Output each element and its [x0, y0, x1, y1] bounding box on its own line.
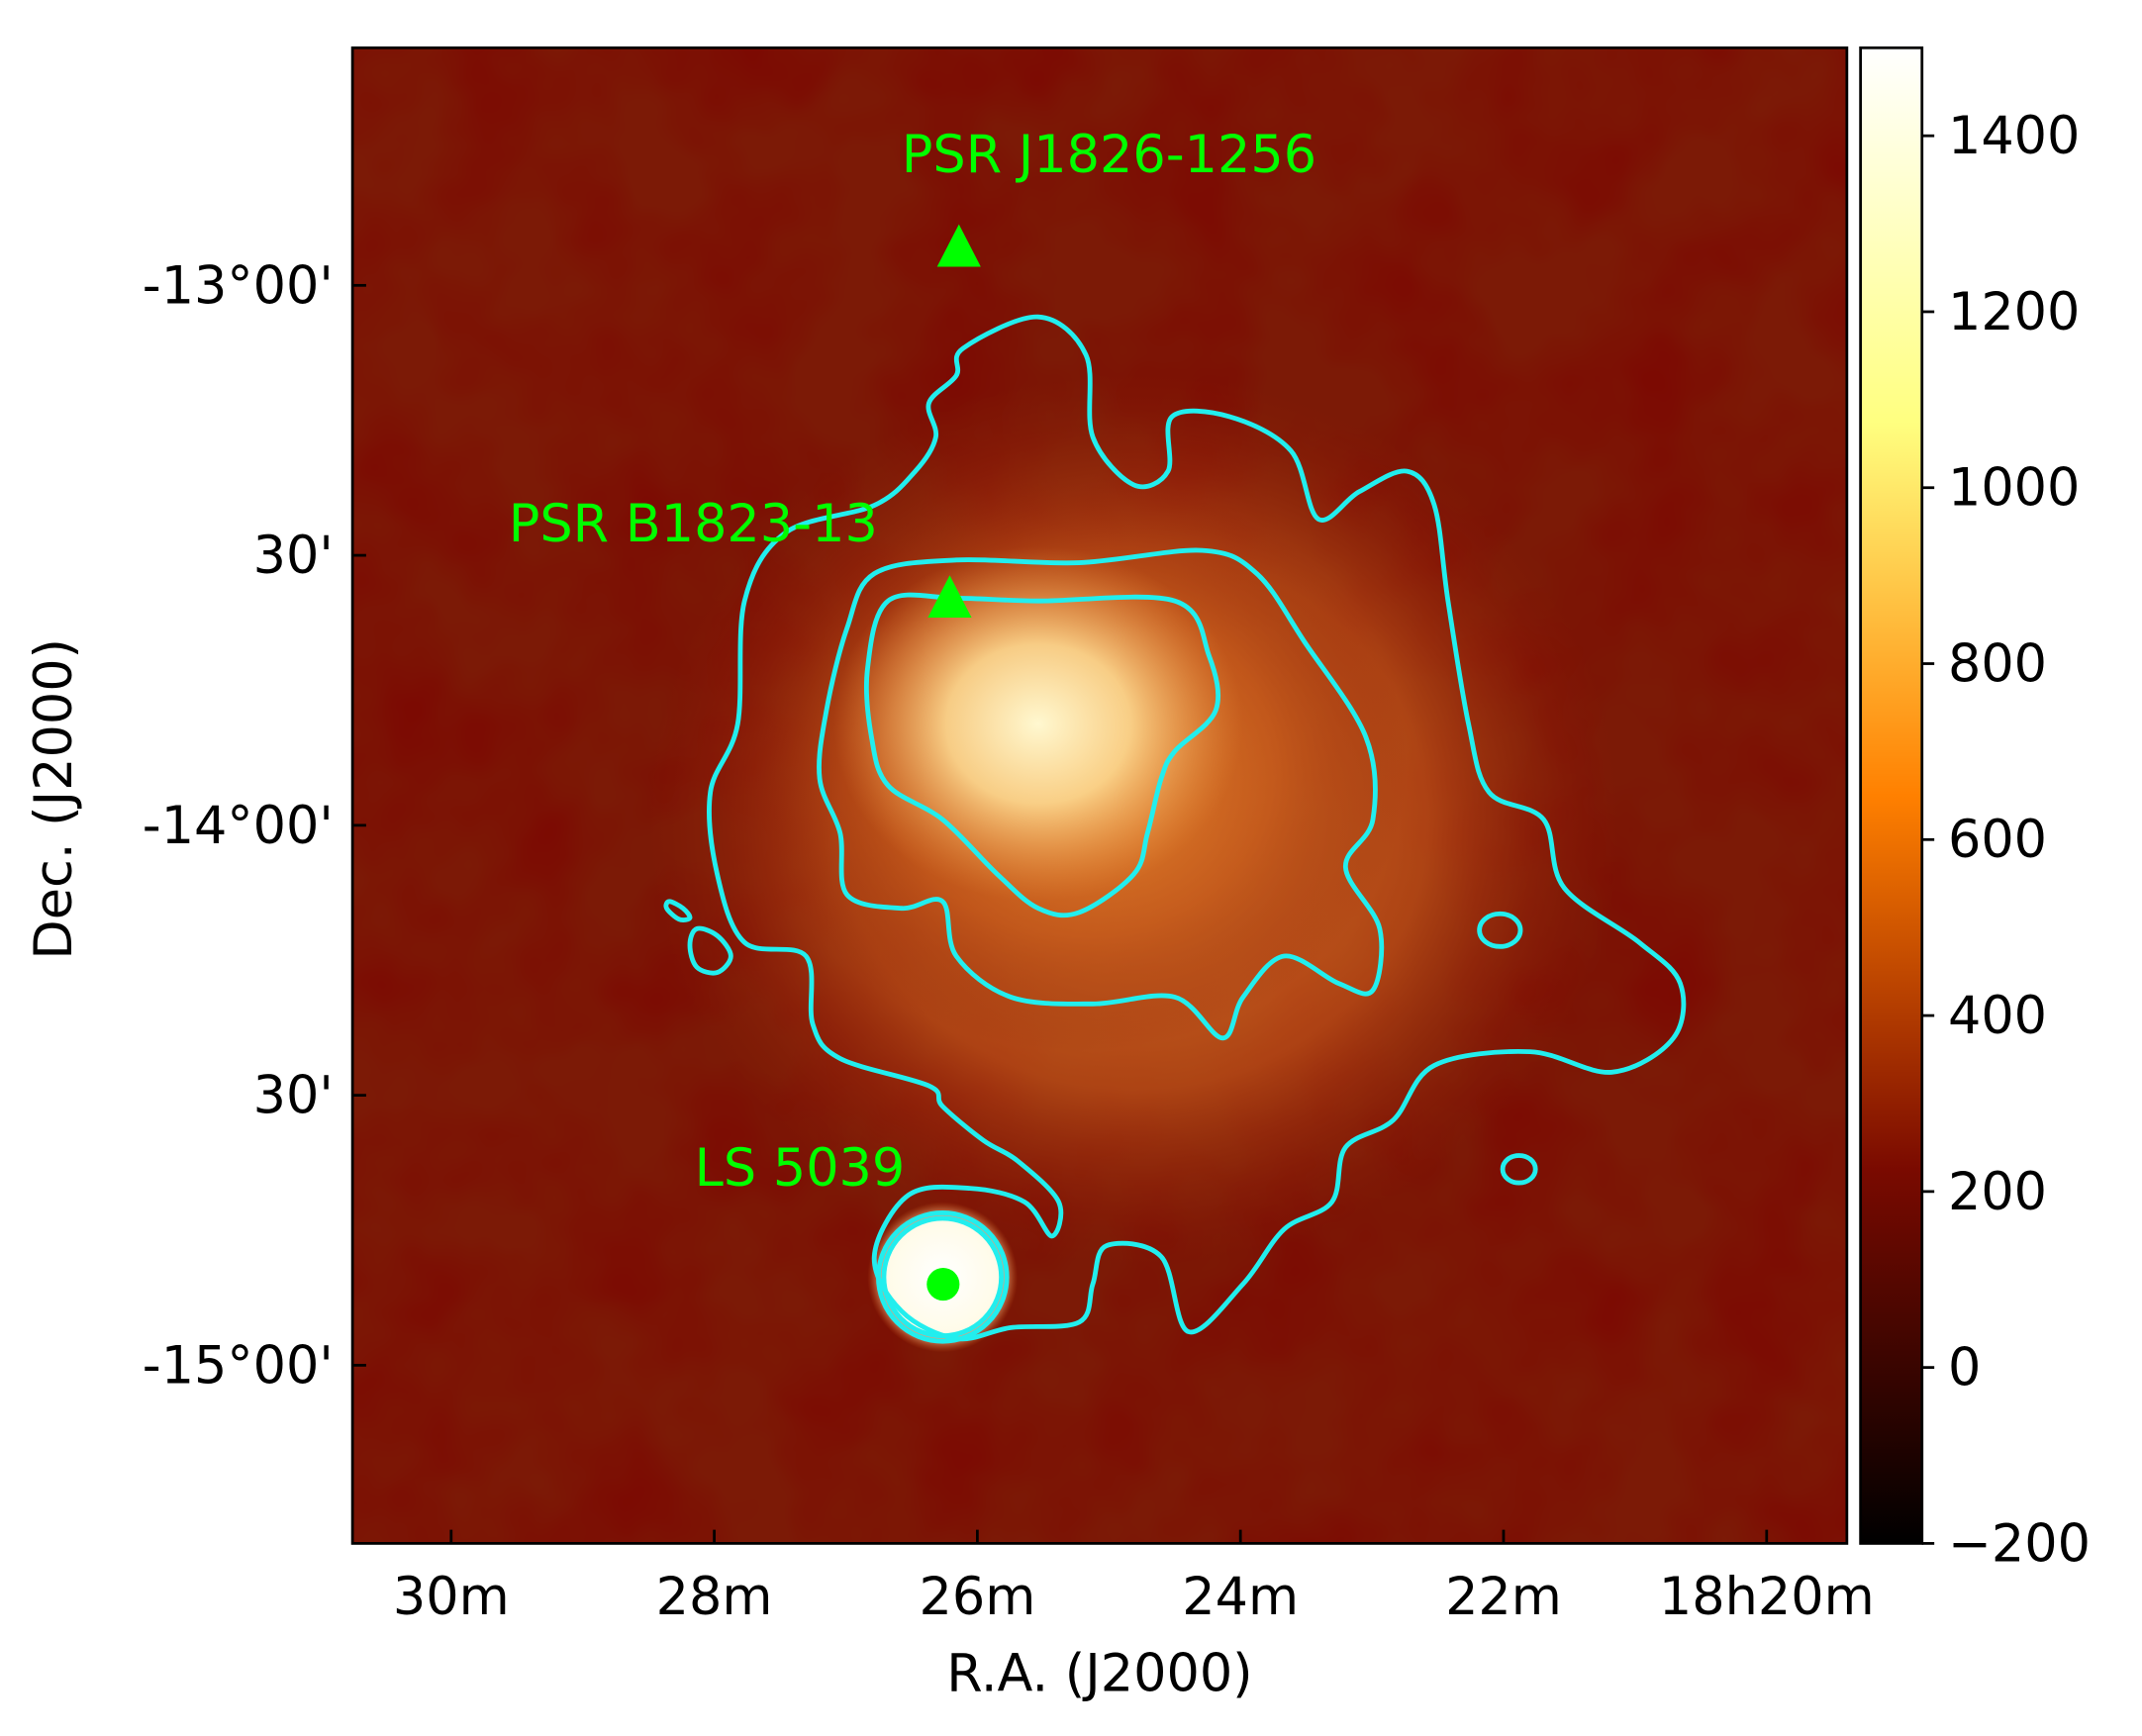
x-tick-label: 22m — [1445, 1567, 1562, 1627]
contour — [1500, 1153, 1538, 1186]
colorbar-tick-label: 200 — [1948, 1162, 2047, 1222]
colorbar-tick-label: 400 — [1948, 986, 2047, 1046]
y-tick-label: -15°00' — [143, 1335, 334, 1396]
source-label: PSR J1826-1256 — [902, 125, 1316, 185]
contour — [863, 592, 1221, 918]
colorbar — [1859, 46, 1924, 1545]
x-tick-label: 24m — [1182, 1567, 1299, 1627]
contour — [663, 899, 693, 922]
y-axis-label: Dec. (J2000) — [24, 638, 84, 960]
y-tick-label: 30' — [253, 526, 334, 586]
x-tick-label: 18h20m — [1659, 1567, 1875, 1627]
colorbar-tick-label: −200 — [1948, 1513, 2091, 1574]
x-axis-label: R.A. (J2000) — [946, 1643, 1252, 1703]
source-label: PSR B1823-13 — [509, 494, 878, 554]
x-tick-label: 28m — [656, 1567, 773, 1627]
source-marker — [936, 224, 981, 267]
y-tick-label: -14°00' — [143, 796, 334, 856]
x-tick-label: 30m — [393, 1567, 510, 1627]
sky-image — [352, 48, 1847, 1544]
contour — [876, 1210, 1010, 1344]
contour — [1477, 911, 1523, 949]
colorbar-tick-label: 1000 — [1948, 458, 2080, 519]
x-tick-label: 26m — [919, 1567, 1035, 1627]
y-tick-label: 30' — [253, 1066, 334, 1126]
colorbar-tick-label: 1200 — [1948, 282, 2080, 342]
contour — [687, 925, 733, 976]
source-marker — [927, 575, 972, 619]
contour — [881, 1215, 1005, 1339]
source-label: LS 5039 — [695, 1138, 906, 1199]
contour — [817, 547, 1385, 1041]
colorbar-tick-label: 800 — [1948, 633, 2047, 694]
y-tick-label: -13°00' — [143, 255, 334, 316]
contour — [707, 314, 1687, 1342]
plot-frame — [350, 46, 1849, 1545]
colorbar-tick-label: 1400 — [1948, 106, 2080, 166]
source-marker — [926, 1268, 960, 1302]
colorbar-tick-label: 0 — [1948, 1338, 1981, 1398]
colorbar-tick-label: 600 — [1948, 810, 2047, 870]
